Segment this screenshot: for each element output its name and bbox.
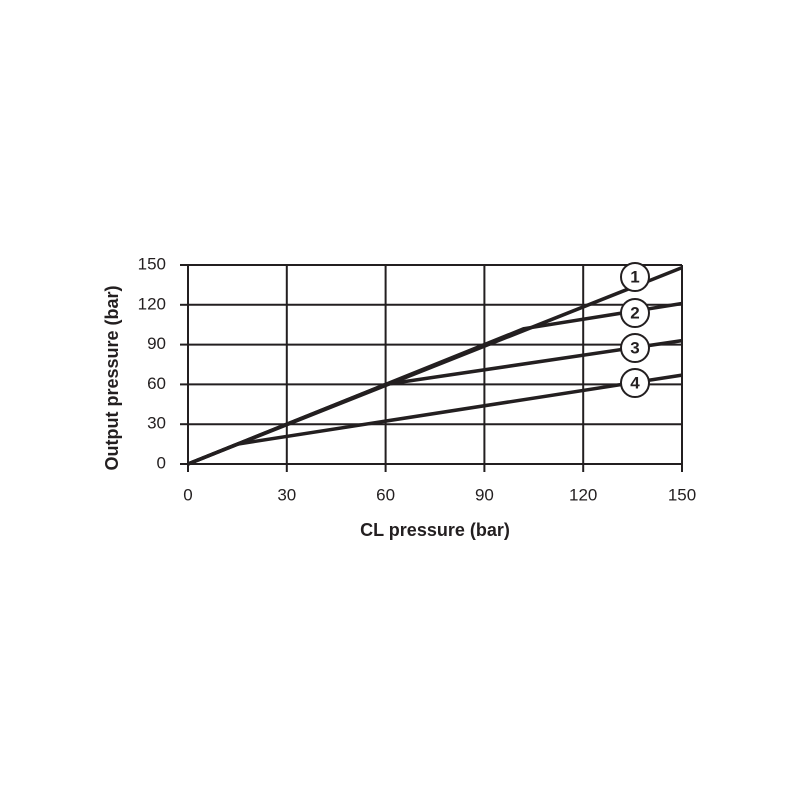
x-tick-label: 90 [475, 485, 494, 504]
x-tick-label: 60 [376, 485, 395, 504]
y-tick-label: 60 [147, 374, 166, 393]
legend-label: 4 [630, 373, 640, 392]
legend-label: 3 [630, 338, 639, 357]
x-tick-label: 150 [668, 485, 696, 504]
y-tick-label: 150 [138, 254, 166, 273]
legend-label: 2 [630, 303, 639, 322]
x-axis-title: CL pressure (bar) [360, 520, 510, 540]
y-tick-label: 120 [138, 294, 166, 313]
x-tick-label: 120 [569, 485, 597, 504]
x-tick-label: 0 [183, 485, 192, 504]
y-tick-label: 0 [157, 453, 166, 472]
legend-marker [620, 368, 650, 398]
series-line [187, 338, 683, 466]
y-axis-title: Output pressure (bar) [102, 285, 122, 470]
legend-marker [620, 333, 650, 363]
legend-marker [620, 262, 650, 292]
series-line [187, 373, 683, 466]
legend-marker [620, 298, 650, 328]
x-tick-label: 30 [277, 485, 296, 504]
legend-label: 1 [630, 267, 639, 286]
y-tick-label: 30 [147, 414, 166, 433]
y-tick-label: 90 [147, 334, 166, 353]
